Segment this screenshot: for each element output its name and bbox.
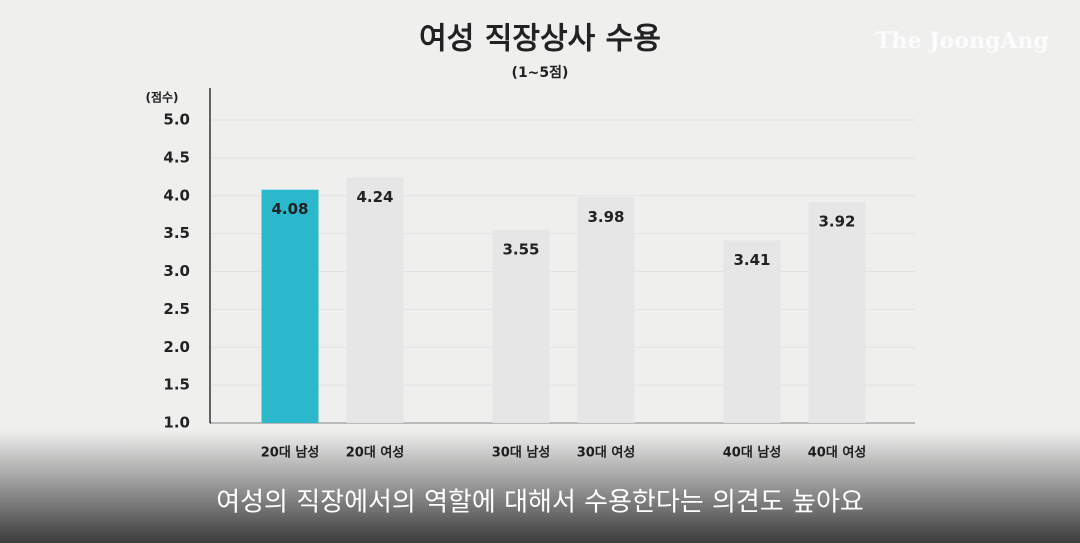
bar [577, 197, 635, 423]
value-label: 4.24 [356, 188, 393, 206]
value-label: 3.98 [587, 208, 624, 226]
value-label: 3.55 [502, 240, 539, 258]
y-tick-label: 2.5 [163, 300, 190, 318]
chart-subtitle: (1~5점) [512, 64, 569, 81]
value-label: 4.08 [271, 200, 308, 218]
y-tick-label: 4.5 [163, 148, 190, 166]
y-tick-label: 1.5 [163, 376, 190, 394]
bar [346, 177, 404, 423]
bar [808, 201, 866, 423]
bar [261, 189, 319, 423]
y-tick-label: 3.5 [163, 224, 190, 242]
caption-shade [0, 430, 1080, 543]
caption: 여성의 직장에서의 역할에 대해서 수용한다는 의견도 높아요 [216, 488, 864, 518]
y-tick-label: 1.0 [163, 414, 190, 432]
y-axis-label: (점수) [145, 90, 178, 105]
y-tick-label: 5.0 [163, 111, 190, 129]
value-label: 3.92 [818, 212, 855, 230]
bar [492, 229, 550, 423]
y-tick-label: 4.0 [163, 186, 190, 204]
chart-title: 여성 직장상사 수용 [419, 22, 661, 57]
value-label: 3.41 [733, 251, 770, 269]
y-tick-label: 3.0 [163, 262, 190, 280]
watermark: The JoongAng [875, 28, 1049, 54]
y-tick-label: 2.0 [163, 338, 190, 356]
bar [723, 240, 781, 423]
